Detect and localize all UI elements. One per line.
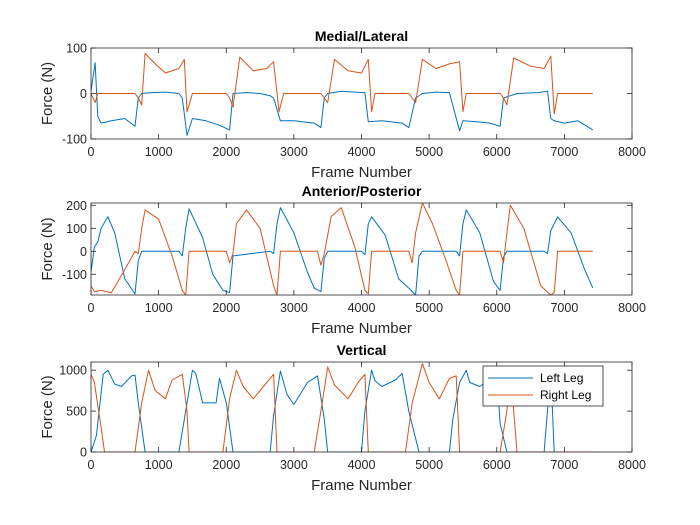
y-tick-label: 100 xyxy=(66,222,87,236)
x-tick-label: 2000 xyxy=(212,458,240,472)
chart-title: Medial/Lateral xyxy=(315,28,408,44)
y-tick-label: -100 xyxy=(62,268,87,282)
x-tick-label: 7000 xyxy=(550,145,578,159)
x-tick-label: 8000 xyxy=(618,301,646,315)
x-axis-label: Frame Number xyxy=(311,477,412,494)
legend: Left Leg Right Leg xyxy=(482,365,604,407)
subplot-0: 0 1000 2000 3000 4000 5000 6000 7000 8000-100010… xyxy=(39,28,646,181)
y-axis-label: Force (N) xyxy=(39,375,56,438)
subplot-1: 0 1000 2000 3000 4000 5000 6000 7000 8000 -100 0 10… xyxy=(39,183,646,337)
x-tick-label: 8000 xyxy=(618,458,646,472)
x-tick-label: 4000 xyxy=(348,145,376,159)
x-tick-label: 0 xyxy=(88,458,95,472)
x-tick-label: 6000 xyxy=(483,145,511,159)
subplot-2: 0 1000 2000 3000 4000 5000 6000 7000 8000 0 500 100… xyxy=(39,342,646,494)
x-tick-label: 7000 xyxy=(550,458,578,472)
y-tick-label: 1000 xyxy=(59,364,87,378)
y-tick-label: 200 xyxy=(66,199,87,213)
x-tick-label: 2000 xyxy=(212,301,240,315)
axes-background xyxy=(91,48,632,139)
series-line-left-leg xyxy=(91,62,594,136)
x-tick-label: 5000 xyxy=(415,145,443,159)
y-tick-label: -100 xyxy=(62,133,87,147)
legend-entry: Left Leg xyxy=(540,371,583,385)
x-tick-label: 1000 xyxy=(145,301,173,315)
y-tick-label: 0 xyxy=(80,87,87,101)
x-tick-label: 2000 xyxy=(212,145,240,159)
x-tick-label: 4000 xyxy=(348,458,376,472)
legend-box xyxy=(482,365,604,407)
chart-title: Vertical xyxy=(337,342,387,358)
x-tick-label: 5000 xyxy=(415,301,443,315)
y-tick-label: 0 xyxy=(80,446,87,460)
x-tick-label: 6000 xyxy=(483,458,511,472)
x-tick-label: 0 xyxy=(88,145,95,159)
x-tick-label: 3000 xyxy=(280,301,308,315)
x-tick-label: 1000 xyxy=(145,145,173,159)
series-line-right-leg xyxy=(91,53,593,115)
chart-title: Anterior/Posterior xyxy=(302,183,422,199)
x-tick-label: 3000 xyxy=(280,458,308,472)
y-tick-label: 100 xyxy=(66,42,87,56)
series-line-left-leg xyxy=(91,207,594,295)
axes-background xyxy=(91,203,632,295)
series-line-left-leg xyxy=(91,369,593,452)
x-tick-label: 3000 xyxy=(280,145,308,159)
x-tick-label: 5000 xyxy=(415,458,443,472)
y-axis-label: Force (N) xyxy=(39,62,56,125)
x-tick-label: 1000 xyxy=(145,458,173,472)
series-line-right-leg xyxy=(91,363,593,452)
x-axis-label: Frame Number xyxy=(311,164,412,181)
y-axis-label: Force (N) xyxy=(39,217,56,280)
y-tick-label: 0 xyxy=(80,245,87,259)
x-tick-label: 6000 xyxy=(483,301,511,315)
x-tick-label: 8000 xyxy=(618,145,646,159)
y-tick-label: 500 xyxy=(66,405,87,419)
x-tick-label: 7000 xyxy=(550,301,578,315)
x-tick-label: 4000 xyxy=(348,301,376,315)
legend-entry: Right Leg xyxy=(540,388,591,402)
x-axis-label: Frame Number xyxy=(311,320,412,337)
x-tick-label: 0 xyxy=(88,301,95,315)
series-line-right-leg xyxy=(91,203,593,295)
